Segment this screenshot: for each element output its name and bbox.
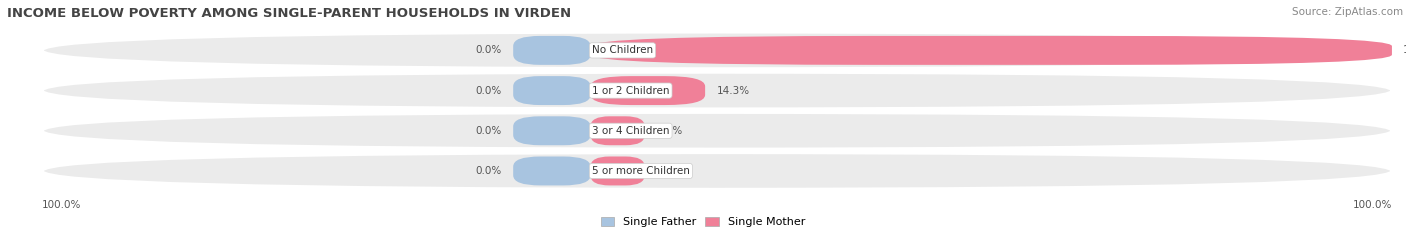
FancyBboxPatch shape [591,116,644,145]
Text: 14.3%: 14.3% [717,86,749,96]
FancyBboxPatch shape [513,157,591,185]
Text: 0.0%: 0.0% [655,126,682,136]
Legend: Single Father, Single Mother: Single Father, Single Mother [600,217,806,227]
Text: 0.0%: 0.0% [475,166,502,176]
FancyBboxPatch shape [42,153,1392,189]
Text: 100.0%: 100.0% [42,200,82,210]
Text: 0.0%: 0.0% [475,45,502,55]
Text: 5 or more Children: 5 or more Children [592,166,690,176]
FancyBboxPatch shape [591,76,706,105]
FancyBboxPatch shape [513,76,591,105]
Text: Source: ZipAtlas.com: Source: ZipAtlas.com [1292,7,1403,17]
Text: 100.0%: 100.0% [1403,45,1406,55]
Text: 0.0%: 0.0% [475,126,502,136]
Text: 1 or 2 Children: 1 or 2 Children [592,86,669,96]
FancyBboxPatch shape [513,116,591,145]
FancyBboxPatch shape [42,32,1392,69]
Text: 100.0%: 100.0% [1353,200,1392,210]
Text: INCOME BELOW POVERTY AMONG SINGLE-PARENT HOUSEHOLDS IN VIRDEN: INCOME BELOW POVERTY AMONG SINGLE-PARENT… [7,7,571,20]
Text: 3 or 4 Children: 3 or 4 Children [592,126,669,136]
FancyBboxPatch shape [42,113,1392,149]
Text: 0.0%: 0.0% [475,86,502,96]
FancyBboxPatch shape [591,36,1392,65]
FancyBboxPatch shape [513,36,591,65]
FancyBboxPatch shape [42,72,1392,109]
Text: No Children: No Children [592,45,652,55]
FancyBboxPatch shape [591,157,644,185]
Text: 0.0%: 0.0% [655,166,682,176]
